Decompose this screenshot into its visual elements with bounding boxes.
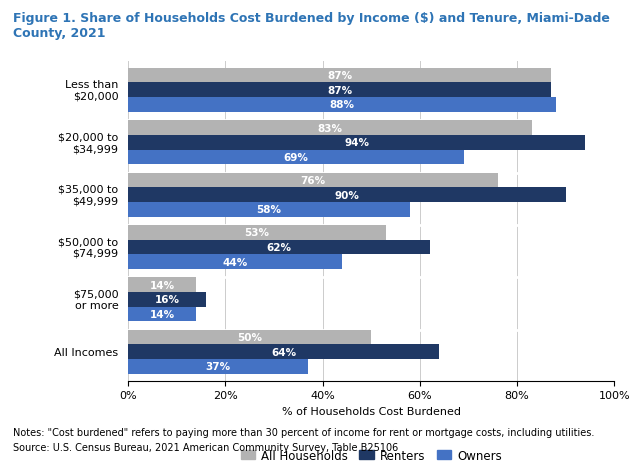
Text: 50%: 50%: [237, 332, 262, 342]
Text: 44%: 44%: [222, 257, 248, 267]
Text: 83%: 83%: [317, 123, 342, 133]
Text: 62%: 62%: [266, 242, 291, 252]
Bar: [128, 83, 551, 98]
Bar: [128, 359, 308, 374]
Bar: [128, 292, 206, 307]
Bar: [128, 278, 196, 292]
Text: 58%: 58%: [257, 205, 282, 215]
Bar: [128, 150, 463, 165]
Bar: [128, 188, 566, 202]
Text: Figure 1. Share of Households Cost Burdened by Income ($) and Tenure, Miami-Dade: Figure 1. Share of Households Cost Burde…: [13, 12, 610, 40]
Legend: All Households, Renters, Owners: All Households, Renters, Owners: [236, 444, 506, 466]
Text: 87%: 87%: [327, 86, 352, 96]
Text: 87%: 87%: [327, 71, 352, 81]
Bar: [128, 121, 532, 136]
Bar: [128, 307, 196, 322]
Bar: [128, 240, 429, 255]
X-axis label: % of Households Cost Burdened: % of Households Cost Burdened: [282, 406, 461, 416]
Text: Notes: "Cost burdened" refers to paying more than 30 percent of income for rent : Notes: "Cost burdened" refers to paying …: [13, 427, 594, 437]
Bar: [128, 173, 498, 188]
Text: 64%: 64%: [271, 347, 296, 357]
Bar: [128, 136, 585, 150]
Bar: [128, 345, 439, 359]
Bar: [128, 255, 342, 269]
Text: 53%: 53%: [244, 228, 269, 238]
Text: 90%: 90%: [335, 190, 359, 200]
Text: Source: U.S. Census Bureau, 2021 American Community Survey, Table B25106: Source: U.S. Census Bureau, 2021 America…: [13, 442, 398, 452]
Bar: [128, 226, 386, 240]
Text: 69%: 69%: [284, 153, 308, 162]
Text: 76%: 76%: [300, 176, 325, 186]
Text: 37%: 37%: [205, 362, 230, 372]
Bar: [128, 98, 556, 113]
Text: 16%: 16%: [154, 295, 179, 305]
Text: 14%: 14%: [150, 309, 175, 319]
Text: 14%: 14%: [150, 280, 175, 290]
Bar: [128, 202, 410, 217]
Bar: [128, 330, 371, 345]
Text: 88%: 88%: [330, 100, 355, 110]
Text: 94%: 94%: [344, 138, 369, 148]
Bar: [128, 69, 551, 83]
